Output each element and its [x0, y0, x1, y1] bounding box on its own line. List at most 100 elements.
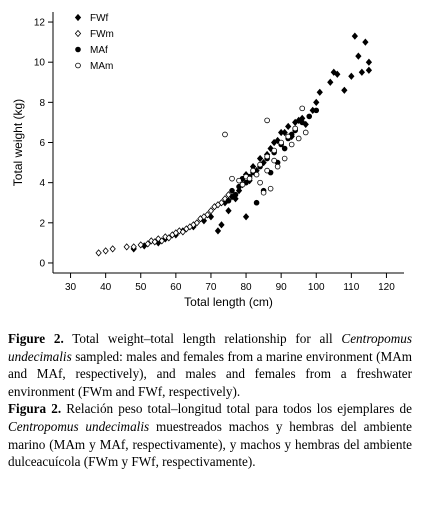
caption-es-text-1: Relación peso total–longitud total para … [61, 401, 412, 417]
legend-label-maf: MAf [90, 45, 108, 56]
x-tick-label: 30 [65, 282, 77, 293]
data-point-fwf [316, 88, 323, 96]
data-point-fwf [348, 72, 355, 80]
data-point-mam [253, 171, 260, 178]
y-tick-label: 2 [39, 218, 45, 229]
data-point-fwf [271, 138, 278, 147]
caption-es-text-2: muestreados machos y hembras del ambient… [8, 418, 412, 470]
chart-legend: FWf FWm MAf MAm [74, 13, 114, 72]
caption-es-species: Centropomus undecimalis [8, 418, 150, 434]
x-axis-label: Total length (cm) [184, 295, 273, 309]
data-point-mam [257, 161, 263, 168]
data-point-maf [253, 199, 260, 206]
data-point-fwf [365, 58, 373, 66]
data-point-mam [295, 135, 302, 142]
data-point-mam [274, 163, 281, 170]
x-tick-label: 60 [170, 282, 182, 293]
data-point-mam [239, 181, 246, 188]
data-point-maf [225, 197, 232, 204]
caption-en-text-1: Total weight–total length relationship f… [63, 331, 342, 346]
data-point-maf [232, 191, 239, 198]
data-point-fwf [218, 221, 225, 229]
legend-marker-maf [75, 46, 81, 53]
scatter-chart: 30 40 50 60 70 80 90 100 110 120 0 2 4 6 8 10 12 FWf FWm M… [11, 12, 404, 309]
data-point-fwf [281, 128, 288, 137]
x-tick-label: 50 [135, 282, 147, 293]
data-point-mam [271, 147, 277, 154]
data-point-fwm [123, 243, 130, 251]
chart-ticks: 30 40 50 60 70 80 90 100 110 120 0 2 4 6 8 10 12 [34, 18, 395, 293]
caption-en-label: Figure 2. [8, 331, 64, 346]
data-point-fwf [362, 38, 369, 46]
data-point-fwm [102, 247, 109, 255]
legend-label-mam: MAm [90, 61, 113, 72]
data-point-fwf [351, 32, 358, 40]
legend-label-fwm: FWm [90, 29, 114, 40]
data-point-fwm [95, 249, 102, 257]
x-tick-label: 120 [378, 282, 395, 293]
data-point-fwf [334, 70, 341, 78]
data-point-fwf [214, 227, 222, 235]
data-point-maf [313, 107, 320, 114]
legend-label-fwf: FWf [90, 13, 109, 24]
x-tick-label: 80 [240, 282, 252, 293]
data-point-fwm [109, 245, 116, 253]
data-point-fwm [186, 223, 194, 231]
data-point-fwf [330, 68, 337, 76]
y-tick-label: 8 [39, 98, 45, 109]
data-point-fwf [232, 195, 239, 203]
x-tick-label: 40 [100, 282, 112, 293]
data-point-fwf [341, 86, 348, 94]
data-point-mam [267, 185, 274, 192]
data-point-fwm [165, 234, 172, 242]
data-point-mam [229, 175, 235, 182]
data-point-mam [264, 153, 270, 160]
data-point-mam [257, 179, 263, 186]
data-point-mam [292, 125, 298, 132]
x-tick-label: 70 [205, 282, 217, 293]
data-point-mam [264, 167, 270, 174]
data-point-fwf [260, 158, 267, 167]
data-point-fwm [144, 240, 151, 248]
x-tick-label: 100 [308, 282, 325, 293]
data-point-fwf [365, 66, 373, 74]
data-point-fwm [200, 213, 208, 221]
data-point-fwm [158, 237, 165, 245]
data-point-fwf [242, 213, 250, 221]
caption-es-label: Figura 2. [8, 401, 62, 417]
data-point-fwm [214, 201, 222, 209]
data-point-maf [299, 119, 306, 126]
data-point-mam [236, 177, 242, 184]
data-point-mam [288, 141, 295, 148]
data-point-mam [260, 189, 267, 196]
data-point-fwm [137, 241, 144, 249]
data-point-fwm [130, 243, 137, 251]
data-point-fwm [151, 238, 158, 246]
data-point-mam [271, 157, 277, 164]
data-point-maf [281, 145, 288, 152]
data-point-fwf [235, 187, 243, 195]
data-point-mam [278, 139, 284, 146]
data-point-mam [281, 155, 288, 162]
data-point-fwm [193, 219, 201, 227]
y-tick-label: 6 [39, 138, 45, 149]
data-point-mam [222, 131, 228, 138]
data-point-mam [299, 105, 306, 112]
y-tick-label: 0 [39, 258, 45, 269]
data-point-fwf [327, 78, 334, 86]
data-point-maf [229, 187, 235, 194]
caption-english: Figure 2. Total weight–total length rela… [8, 330, 412, 400]
x-tick-label: 110 [343, 282, 359, 293]
legend-marker-fwm [74, 29, 82, 38]
data-point-fwf [313, 98, 320, 106]
data-point-fwm [225, 191, 232, 199]
caption-en-text-2: sampled: males and females from a marine… [8, 348, 412, 399]
data-point-mam [285, 133, 291, 140]
data-point-maf [306, 113, 313, 120]
data-point-mam [264, 117, 270, 124]
legend-marker-mam [75, 62, 81, 69]
data-point-fwf [285, 122, 292, 131]
data-point-fwf [225, 207, 232, 215]
figure-caption: Figure 2. Total weight–total length rela… [8, 330, 412, 471]
data-point-fwf [358, 68, 366, 76]
